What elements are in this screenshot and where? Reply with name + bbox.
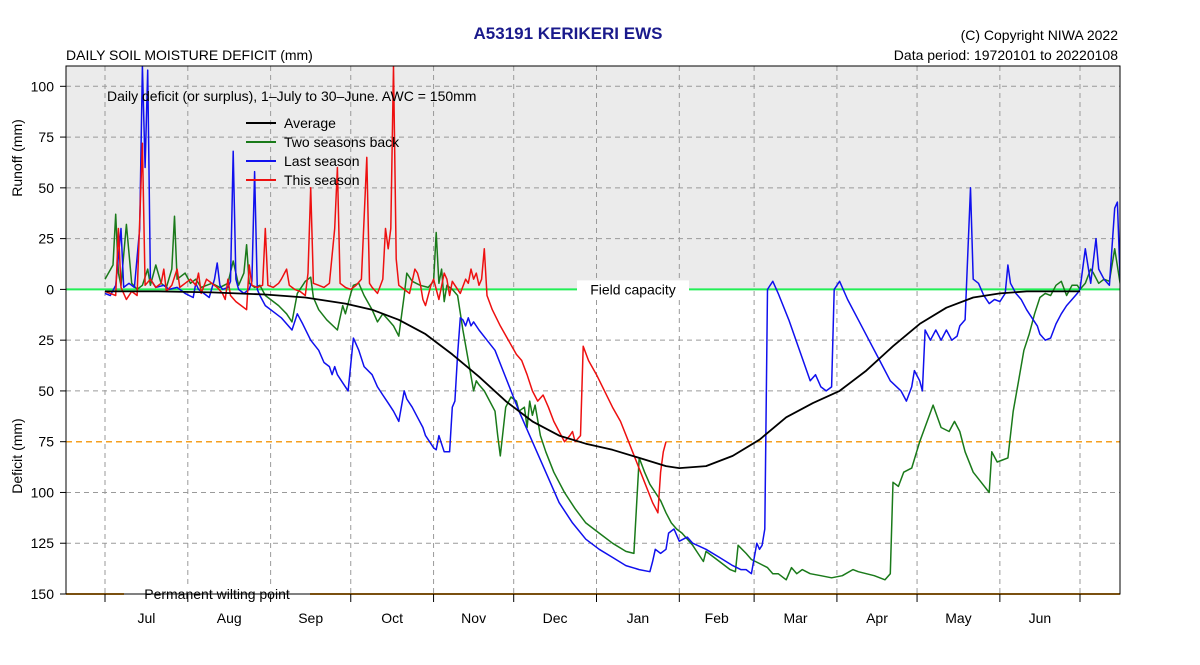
x-tick-label: Nov <box>461 610 486 626</box>
runoff-region-background <box>66 66 1120 290</box>
x-tick-label: Apr <box>866 610 888 626</box>
series-lines <box>104 66 1120 581</box>
legend-label: Last season <box>284 153 360 169</box>
series-line-average <box>105 290 1080 469</box>
x-tick-label: Jun <box>1029 610 1052 626</box>
y-tick-label: 25 <box>38 332 54 348</box>
copyright-text: (C) Copyright NIWA 2022 <box>961 27 1119 43</box>
series-line-last-season <box>104 66 1120 575</box>
axes: 100 75 50 25 0 25 50 75 100 125 150 Jul Aug Sep Oct Nov… <box>31 78 1081 626</box>
y-tick-label: 75 <box>38 434 54 450</box>
x-tick-label: Oct <box>381 610 403 626</box>
reference-line-label: Field capacity <box>590 281 676 297</box>
x-tick-label: Jul <box>137 610 155 626</box>
legend-label: This season <box>284 172 359 188</box>
y-tick-label: 25 <box>38 231 54 247</box>
y-axis-label-deficit: Deficit (mm) <box>9 418 25 493</box>
data-period-text: Data period: 19720101 to 20220108 <box>894 47 1118 63</box>
chart-title: A53191 KERIKERI EWS <box>474 24 663 43</box>
y-tick-label: 150 <box>31 586 55 602</box>
y-tick-label: 50 <box>38 383 54 399</box>
y-tick-label: 0 <box>46 281 54 297</box>
y-tick-label: 50 <box>38 180 54 196</box>
y-tick-label: 100 <box>31 484 55 500</box>
x-tick-label: Jan <box>627 610 650 626</box>
series-line-this-season <box>104 66 667 514</box>
x-tick-label: Mar <box>783 610 807 626</box>
chart-annotation: Daily deficit (or surplus), 1–July to 30… <box>107 88 476 104</box>
x-tick-label: Sep <box>298 610 323 626</box>
y-tick-label: 75 <box>38 129 54 145</box>
y-tick-label: 100 <box>31 78 55 94</box>
x-tick-label: Feb <box>705 610 729 626</box>
legend-label: Average <box>284 115 336 131</box>
y-axis-label-runoff: Runoff (mm) <box>9 119 25 197</box>
chart-subtitle: DAILY SOIL MOISTURE DEFICIT (mm) <box>66 47 313 63</box>
reference-label-background <box>577 280 689 299</box>
y-tick-label: 125 <box>31 535 55 551</box>
x-tick-label: Dec <box>543 610 568 626</box>
plot-frame <box>65 65 1121 595</box>
series-line-two-seasons-back <box>104 213 1120 581</box>
grid-lines <box>66 66 1120 594</box>
legend-label: Two seasons back <box>284 134 400 150</box>
x-tick-label: Aug <box>217 610 242 626</box>
legend: Average Two seasons back Last season This s… <box>246 115 400 188</box>
x-tick-label: May <box>945 610 971 626</box>
